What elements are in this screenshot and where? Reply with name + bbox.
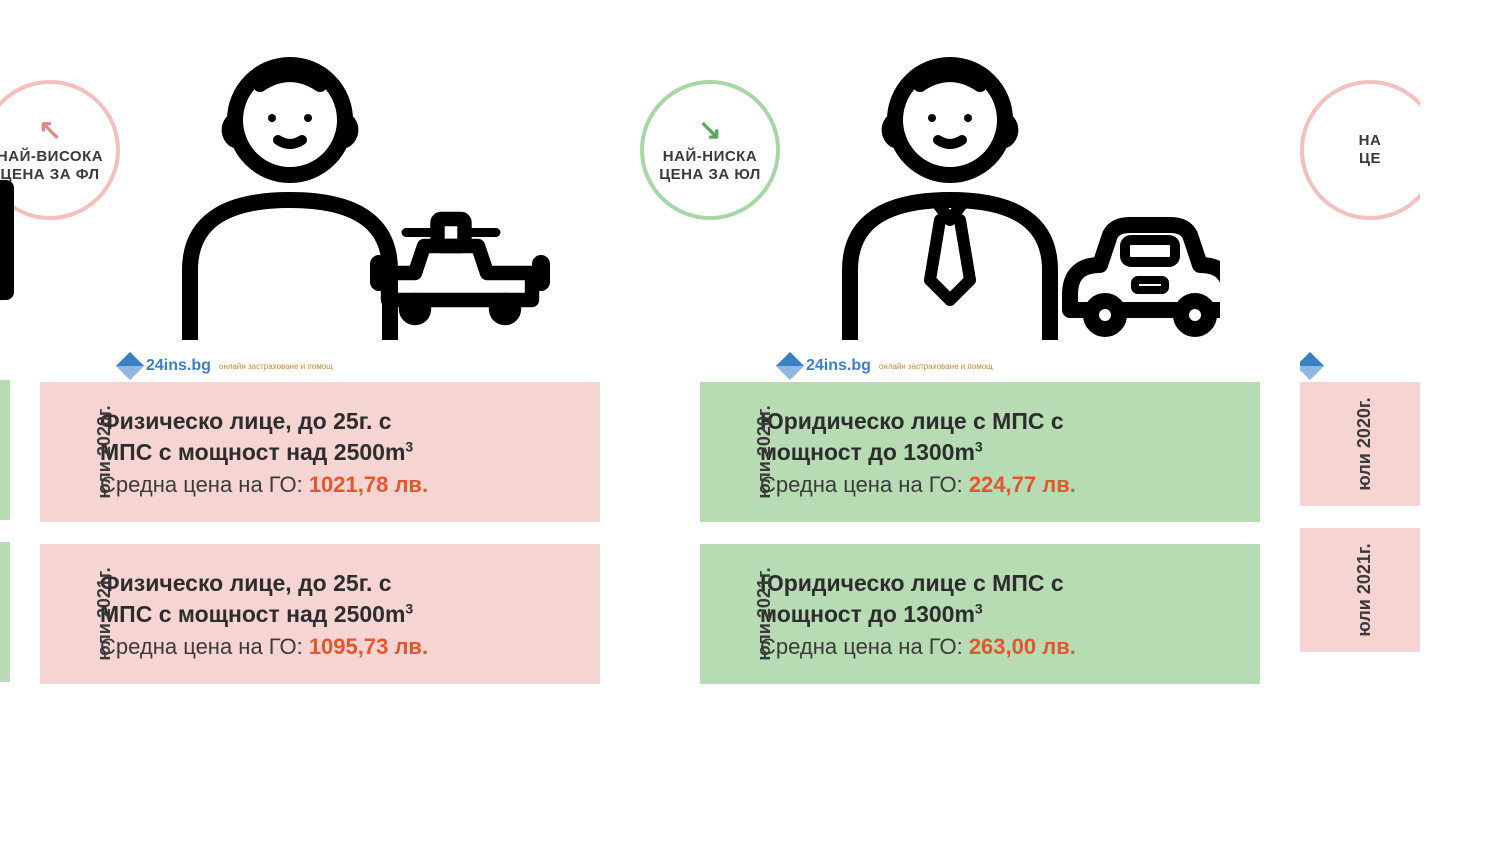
card-2021: юли 2021г. Физическо лице, до 25г. с МПС… (40, 544, 600, 684)
card-year-label: юли 2021г. (754, 568, 775, 661)
card-year-label: юли 2021г. (1354, 543, 1375, 636)
badge-line2: ЦЕ (1359, 150, 1381, 168)
left-edge-sliver (0, 180, 14, 300)
price: 1095,73 лв. (309, 634, 428, 659)
arrow-down-right-icon: ↘ (698, 116, 721, 144)
badge-line2: ЦЕНА ЗА ЮЛ (659, 166, 761, 184)
title-line2: МПС с мощност над 2500m (100, 439, 405, 465)
brand-name: 24ins.bg (806, 357, 871, 375)
card-title: Физическо лице, до 25г. с МПС с мощност … (100, 568, 580, 630)
brand-logo: 24ins.bg онлайн застраховане и помощ (640, 350, 1260, 382)
panel-top-row: ↘ НАЙ-НИСКА ЦЕНА ЗА ЮЛ (640, 40, 1260, 340)
card-2020: юли 2020г. (1300, 382, 1420, 506)
logo-diamond-icon (776, 352, 804, 380)
card-year-label: юли 2020г. (754, 405, 775, 498)
panel-top-row: ↖ НАЙ-ВИСОКА ЦЕНА ЗА ФЛ (0, 40, 600, 340)
logo-diamond-icon (116, 352, 144, 380)
arrow-up-left-icon: ↖ (38, 116, 61, 144)
card-year-label: юли 2020г. (94, 405, 115, 498)
title-line2: мощност до 1300m (760, 601, 975, 627)
sub-label: Средна цена на ГО: (760, 634, 969, 659)
infographic-container: ↖ НАЙ-ВИСОКА ЦЕНА ЗА ФЛ (0, 0, 1440, 746)
card-2020: юли 2020г. Юридическо лице с МПС с мощно… (700, 382, 1260, 522)
card-year-label: юли 2020г. (1354, 397, 1375, 490)
panel-high-fl: ↖ НАЙ-ВИСОКА ЦЕНА ЗА ФЛ (0, 40, 600, 706)
card-subtitle: Средна цена на ГО: 1095,73 лв. (100, 634, 580, 660)
price: 263,00 лв. (969, 634, 1076, 659)
badge-line1: НАЙ-ВИСОКА (0, 148, 103, 166)
sub-label: Средна цена на ГО: (100, 634, 309, 659)
brand-logo: 24ins.bg онлайн застраховане и помощ (0, 350, 600, 382)
brand-logo (1300, 350, 1420, 382)
sub-label: Средна цена на ГО: (760, 472, 969, 497)
sub-label: Средна цена на ГО: (100, 472, 309, 497)
brand-tagline: онлайн застраховане и помощ (219, 362, 333, 371)
badge-line1: НА (1359, 132, 1382, 150)
title-line2: МПС с мощност над 2500m (100, 601, 405, 627)
brand-tagline: онлайн застраховане и помощ (879, 362, 993, 371)
card-2021: юли 2021г. Юридическо лице с МПС с мощно… (700, 544, 1260, 684)
card-2021: юли 2021г. (1300, 528, 1420, 652)
badge-circle: ↘ НАЙ-НИСКА ЦЕНА ЗА ЮЛ (640, 80, 780, 220)
left-edge-card1 (0, 380, 10, 520)
card-subtitle: Средна цена на ГО: 1021,78 лв. (100, 472, 580, 498)
price: 1021,78 лв. (309, 472, 428, 497)
panel-top-row: НА ЦЕ (1300, 40, 1420, 340)
price: 224,77 лв. (969, 472, 1076, 497)
person-tie-car-icon (800, 40, 1260, 340)
left-edge-card2 (0, 542, 10, 682)
title-line1: Физическо лице, до 25г. с (100, 570, 392, 596)
card-title: Физическо лице, до 25г. с МПС с мощност … (100, 406, 580, 468)
card-title: Юридическо лице с МПС с мощност до 1300m… (760, 568, 1240, 630)
sup: 3 (405, 438, 413, 454)
sup: 3 (975, 600, 983, 616)
logo-diamond-icon (1300, 352, 1324, 380)
title-line1: Юридическо лице с МПС с (760, 570, 1064, 596)
title-line1: Физическо лице, до 25г. с (100, 408, 392, 434)
card-title: Юридическо лице с МПС с мощност до 1300m… (760, 406, 1240, 468)
title-line2: мощност до 1300m (760, 439, 975, 465)
card-subtitle: Средна цена на ГО: 263,00 лв. (760, 634, 1240, 660)
title-line1: Юридическо лице с МПС с (760, 408, 1064, 434)
sup: 3 (975, 438, 983, 454)
person-racecar-icon (140, 40, 600, 340)
panel-low-yul: ↘ НАЙ-НИСКА ЦЕНА ЗА ЮЛ (640, 40, 1260, 706)
panel-ghost-right: НА ЦЕ юли 2020г. юли 2021г. (1300, 40, 1420, 706)
badge-circle: НА ЦЕ (1300, 80, 1420, 220)
sup: 3 (405, 600, 413, 616)
brand-name: 24ins.bg (146, 357, 211, 375)
card-subtitle: Средна цена на ГО: 224,77 лв. (760, 472, 1240, 498)
badge-line1: НАЙ-НИСКА (663, 148, 757, 166)
badge-circle: ↖ НАЙ-ВИСОКА ЦЕНА ЗА ФЛ (0, 80, 120, 220)
card-year-label: юли 2021г. (94, 568, 115, 661)
badge-line2: ЦЕНА ЗА ФЛ (1, 166, 100, 184)
card-2020: юли 2020г. Физическо лице, до 25г. с МПС… (40, 382, 600, 522)
